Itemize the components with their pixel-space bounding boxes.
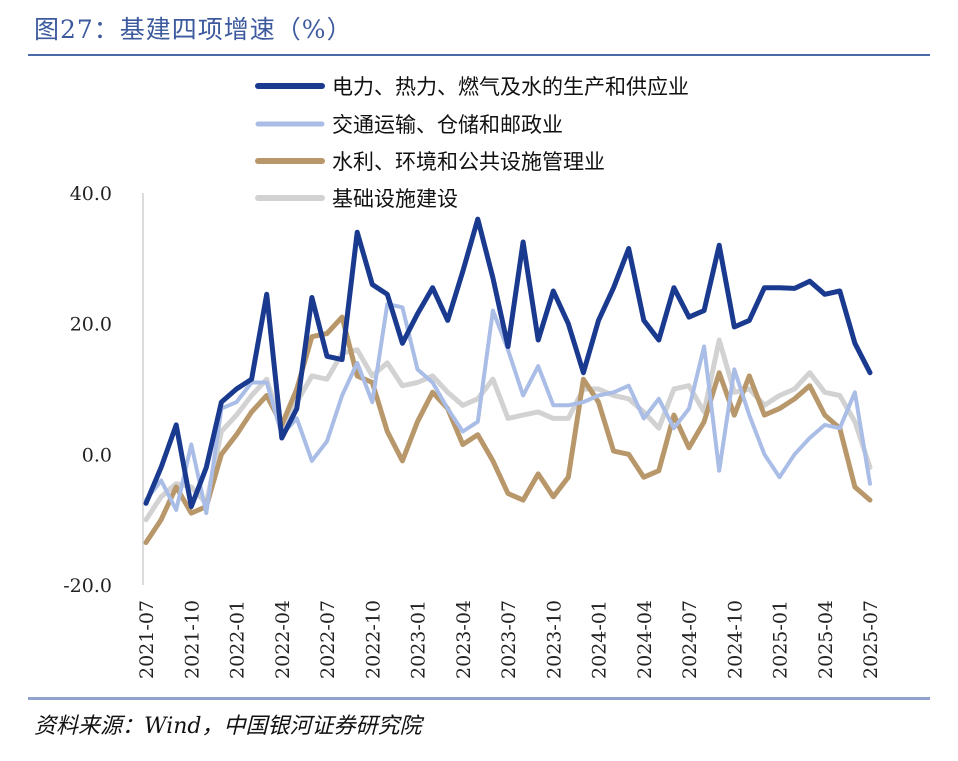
y-tick-label: -20.0	[63, 575, 112, 597]
x-tick-label: 2025-07	[860, 600, 882, 679]
x-tick-label: 2023-10	[543, 600, 565, 679]
x-tick-label: 2022-10	[362, 600, 384, 679]
x-tick-label: 2024-07	[679, 600, 701, 679]
source-note: 资料来源：Wind，中国银河证券研究院	[34, 714, 422, 739]
y-tick-label: 20.0	[70, 314, 112, 336]
series-line	[143, 314, 873, 545]
chart-legend: 电力、热力、燃气及水的生产和供应业交通运输、仓储和邮政业水利、环境和公共设施管理…	[255, 75, 689, 211]
legend-label: 基础设施建设	[332, 187, 458, 211]
x-tick-label: 2023-04	[453, 600, 475, 679]
x-tick-label: 2025-04	[815, 600, 837, 679]
legend-label: 水利、环境和公共设施管理业	[332, 150, 605, 174]
x-tick-label: 2024-10	[724, 600, 746, 679]
figure-title: 图27：基建四项增速（%）	[34, 15, 353, 44]
y-tick-label: 40.0	[70, 183, 112, 205]
series-line	[144, 302, 872, 516]
chart-series-lines	[143, 216, 873, 545]
y-tick-label: 0.0	[82, 444, 112, 466]
x-tick-label: 2024-04	[634, 600, 656, 679]
x-tick-label: 2021-07	[136, 600, 158, 679]
source-rule	[28, 697, 930, 700]
x-tick-label: 2021-10	[181, 600, 203, 679]
x-tick-label: 2025-01	[770, 600, 792, 679]
x-tick-label: 2023-01	[408, 600, 430, 679]
legend-label: 电力、热力、燃气及水的生产和供应业	[332, 75, 689, 99]
title-rule	[28, 54, 930, 56]
chart-axes: 40.0 20.0 0.0 -20.0 2021-07 2021-10 2022-01 202…	[63, 183, 882, 679]
x-tick-label: 2022-07	[317, 600, 339, 679]
x-tick-label: 2024-01	[589, 600, 611, 679]
series-line	[143, 216, 873, 510]
x-tick-label: 2023-07	[498, 600, 520, 679]
x-tick-label: 2022-01	[227, 600, 249, 679]
line-chart: 40.0 20.0 0.0 -20.0 2021-07 2021-10 2022-01 202…	[63, 75, 882, 679]
series-line	[143, 337, 873, 523]
legend-label: 交通运输、仓储和邮政业	[332, 113, 563, 137]
x-tick-label: 2022-04	[272, 600, 294, 679]
